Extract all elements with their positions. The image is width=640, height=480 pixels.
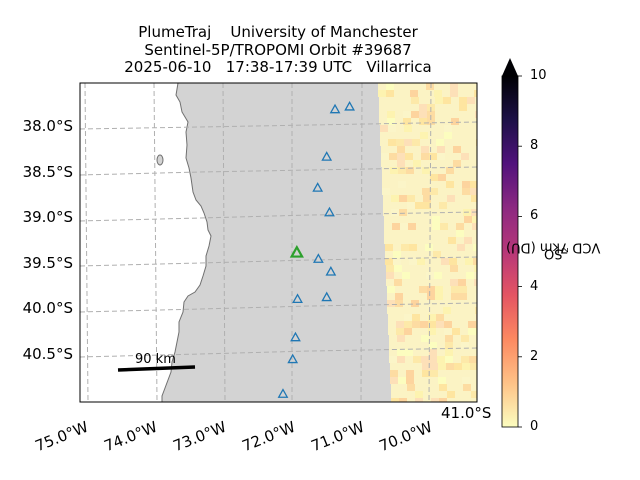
colorbar-extend-arrow [502, 58, 518, 76]
plot-title: PlumeTraj University of Manchester Senti… [79, 23, 477, 77]
lat-label-40-0: 40.0°S [22, 299, 73, 317]
volcano-marker [287, 353, 299, 364]
lat-label-38-5: 38.5°S [22, 163, 73, 181]
volcano-marker [329, 103, 341, 114]
colorbar-tick-2: 2 [530, 349, 539, 364]
colorbar-tick-8: 8 [530, 138, 539, 153]
colorbar-label-suffix: VCD 7km (DU) [506, 239, 601, 255]
volcano-marker [312, 182, 324, 192]
map-frame [79, 82, 478, 403]
lat-label-39-5: 39.5°S [22, 254, 73, 272]
colorbar-tick-0: 0 [530, 419, 539, 434]
volcano-marker [321, 291, 333, 302]
volcano-marker [290, 331, 301, 342]
volcano-marker [321, 151, 333, 161]
lat-label-40-5: 40.5°S [22, 345, 73, 363]
volcano-markers [277, 100, 355, 398]
title-line-1: PlumeTraj University of Manchester [138, 23, 418, 41]
colorbar-tick-6: 6 [530, 208, 539, 223]
volcano-marker [312, 253, 324, 263]
title-line-2: Sentinel-5P/TROPOMI Orbit #39687 [144, 40, 412, 59]
volcano-marker [344, 100, 355, 111]
target-volcano-marker [289, 244, 304, 258]
lat-label-39-0: 39.0°S [22, 208, 73, 226]
lon-gridlines [84, 83, 432, 402]
volcano-marker [277, 388, 289, 398]
colorbar [502, 76, 518, 427]
lat-label-38-0: 38.0°S [22, 117, 73, 135]
scale-bar [117, 365, 196, 372]
colorbar-ticks [518, 75, 522, 428]
lat-label-41-0: 41.0°S [441, 404, 492, 422]
title-line-3: 2025-06-10 17:38-17:39 UTC Villarrica [124, 58, 432, 76]
lat-gridlines [80, 121, 477, 358]
colorbar-tick-10: 10 [530, 68, 547, 83]
volcano-marker [324, 206, 335, 217]
volcano-marker [292, 293, 303, 304]
scale-bar-label: 90 km [135, 352, 176, 367]
chiloe-islet [156, 154, 164, 166]
colorbar-tick-4: 4 [530, 279, 539, 294]
volcano-marker [325, 266, 337, 276]
